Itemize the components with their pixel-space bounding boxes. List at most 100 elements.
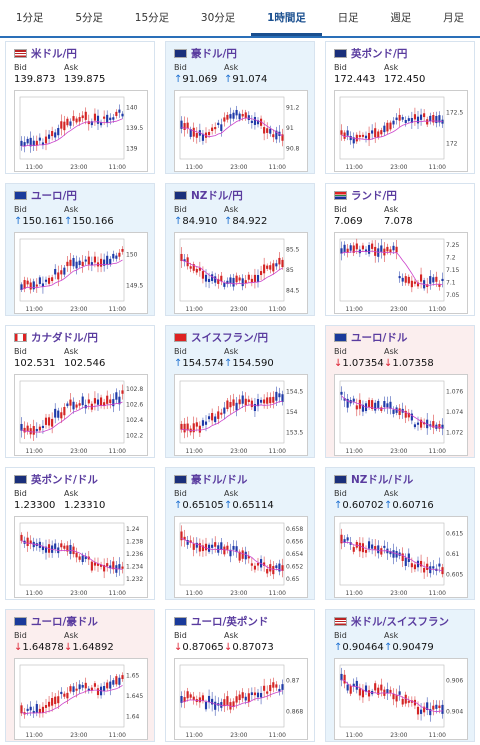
- chart-frame[interactable]: 172.5 172 11:00 23:00 11:00: [334, 90, 468, 172]
- pair-title[interactable]: スイスフラン/円: [174, 330, 268, 344]
- candle: [20, 705, 23, 714]
- rate-card[interactable]: カナダドル/円 Bid Ask 102.531 102.546 102.8 102…: [5, 325, 155, 458]
- candle: [183, 423, 186, 433]
- candle: [383, 545, 386, 548]
- pair-name[interactable]: スイスフラン/円: [191, 331, 269, 344]
- rate-card[interactable]: NZドル/ドル Bid Ask ↑0.60702 ↑0.60716 0.615 0…: [325, 467, 475, 600]
- candle: [349, 135, 352, 141]
- candle: [201, 545, 205, 552]
- pair-title[interactable]: ユーロ/豪ドル: [14, 614, 98, 628]
- pair-title[interactable]: 英ポンド/ドル: [14, 472, 98, 486]
- pair-name[interactable]: 豪ドル/ドル: [191, 473, 248, 486]
- pair-name[interactable]: 豪ドル/円: [191, 47, 237, 60]
- candle: [211, 544, 214, 548]
- candle: [99, 122, 103, 126]
- candle: [263, 127, 266, 134]
- chart-frame[interactable]: 1.65 1.645 1.64 11:00 23:00 11:00: [14, 658, 148, 740]
- rate-card[interactable]: ユーロ/英ポンド Bid Ask ↓0.87065 ↓0.87073 0.87 0…: [165, 609, 315, 742]
- pair-title[interactable]: ユーロ/英ポンド: [174, 614, 268, 628]
- pair-name[interactable]: ユーロ/豪ドル: [31, 615, 98, 628]
- candle: [93, 256, 97, 263]
- candle: [109, 399, 112, 404]
- pair-name[interactable]: 米ドル/円: [31, 47, 77, 60]
- pair-name[interactable]: ユーロ/英ポンド: [191, 615, 269, 628]
- pair-name[interactable]: カナダドル/円: [31, 331, 98, 344]
- pair-title[interactable]: 豪ドル/円: [174, 46, 237, 60]
- pair-title[interactable]: ユーロ/円: [14, 188, 77, 202]
- tab-6[interactable]: 週足: [390, 12, 412, 24]
- candle: [217, 411, 220, 419]
- pair-title[interactable]: NZドル/円: [174, 188, 243, 202]
- pair-name[interactable]: 米ドル/スイスフラン: [351, 615, 450, 628]
- tab-2[interactable]: 15分足: [134, 12, 170, 24]
- rate-card[interactable]: 英ポンド/ドル Bid Ask 1.23300 1.23310 1.24 1.23…: [5, 467, 155, 600]
- candle: [29, 137, 32, 147]
- candle: [192, 543, 195, 550]
- chart-frame[interactable]: 85.5 85 84.5 11:00 23:00 11:00: [174, 232, 308, 314]
- pair-name[interactable]: ユーロ/円: [31, 189, 77, 202]
- pair-title[interactable]: ランド/円: [334, 188, 397, 202]
- candle: [118, 109, 121, 113]
- pair-title[interactable]: 米ドル/スイスフラン: [334, 614, 449, 628]
- candle: [364, 549, 368, 553]
- chart-frame[interactable]: 0.658 0.656 0.654 0.652 0.65 11:00 23:00 11:00: [174, 516, 308, 598]
- rate-card[interactable]: 米ドル/スイスフラン Bid Ask ↑0.90464 ↑0.90479 0.9…: [325, 609, 475, 742]
- tab-5[interactable]: 日足: [337, 12, 359, 24]
- pair-title[interactable]: ユーロ/ドル: [334, 330, 407, 344]
- chart-frame[interactable]: 1.24 1.238 1.236 1.234 1.232 11:00 23:00 11:00: [14, 516, 148, 598]
- candle: [346, 537, 349, 541]
- rate-card[interactable]: ユーロ/ドル Bid Ask ↓1.07354 ↓1.07358 1.076 1.…: [325, 325, 475, 458]
- pair-name[interactable]: ユーロ/ドル: [351, 331, 408, 344]
- candle: [432, 277, 435, 283]
- tab-1[interactable]: 5分足: [75, 12, 104, 24]
- rate-card[interactable]: 米ドル/円 Bid Ask 139.873 139.875 140 139.5 13…: [5, 41, 155, 174]
- chart-frame[interactable]: 7.25 7.2 7.15 7.1 7.05 11:00 23:00 11:00: [334, 232, 468, 314]
- rate-card[interactable]: 豪ドル/円 Bid Ask ↑91.069 ↑91.074 91.2 91 90.8…: [165, 41, 315, 174]
- tab-3[interactable]: 30分足: [200, 12, 236, 24]
- chart-frame[interactable]: 150 149.5 11:00 23:00 11:00: [14, 232, 148, 314]
- chart-frame[interactable]: 140 139.5 139 11:00 23:00 11:00: [14, 90, 148, 172]
- ask-value: 172.450: [384, 74, 426, 85]
- pair-name[interactable]: 英ポンド/ドル: [31, 473, 98, 486]
- tab-7[interactable]: 月足: [443, 12, 465, 24]
- rate-card[interactable]: スイスフラン/円 Bid Ask ↑154.574 ↑154.590 154.5…: [165, 325, 315, 458]
- chart-frame[interactable]: 154.5 154 153.5 11:00 23:00 11:00: [174, 374, 308, 456]
- chart-frame[interactable]: 1.076 1.074 1.072 11:00 23:00 11:00: [334, 374, 468, 456]
- tab-0[interactable]: 1分足: [15, 12, 44, 24]
- chart-frame[interactable]: 91.2 91 90.8 11:00 23:00 11:00: [174, 90, 308, 172]
- pair-title[interactable]: 豪ドル/ドル: [174, 472, 247, 486]
- pair-name[interactable]: 英ポンド/円: [351, 47, 408, 60]
- pair-name[interactable]: ランド/円: [351, 189, 397, 202]
- pair-name[interactable]: NZドル/円: [191, 189, 243, 202]
- candle: [192, 696, 195, 700]
- candle: [60, 543, 63, 548]
- candle: [57, 410, 60, 418]
- x-tick-label: 11:00: [429, 306, 446, 313]
- pair-title[interactable]: 米ドル/円: [14, 46, 77, 60]
- candle: [207, 278, 211, 283]
- candle: [63, 406, 66, 416]
- rate-card[interactable]: 英ポンド/円 Bid Ask 172.443 172.450 172.5 172 1…: [325, 41, 475, 174]
- x-tick-label: 11:00: [25, 590, 42, 597]
- tab-4[interactable]: 1時間足: [251, 0, 322, 36]
- rate-card[interactable]: ランド/円 Bid Ask 7.069 7.078 7.25 7.2 7.15 7.1…: [325, 183, 475, 316]
- rate-card[interactable]: ユーロ/円 Bid Ask ↑150.161 ↑150.166 150 149.5…: [5, 183, 155, 316]
- pair-title[interactable]: NZドル/ドル: [334, 472, 413, 486]
- chart-frame[interactable]: 0.615 0.61 0.605 11:00 23:00 11:00: [334, 516, 468, 598]
- y-tick-label: 1.232: [126, 576, 143, 583]
- ask-direction-icon: ↑: [224, 358, 233, 369]
- chart-frame[interactable]: 102.8 102.6 102.4 102.2 11:00 23:00 11:00: [14, 374, 148, 456]
- candle: [371, 243, 374, 249]
- candle: [352, 245, 355, 253]
- candle: [180, 253, 183, 262]
- candle: [207, 695, 211, 703]
- pair-title[interactable]: 英ポンド/円: [334, 46, 407, 60]
- pair-title[interactable]: カナダドル/円: [14, 330, 98, 344]
- chart-frame[interactable]: 0.906 0.904 11:00 23:00 11:00: [334, 658, 468, 740]
- pair-name[interactable]: NZドル/ドル: [351, 473, 414, 486]
- rate-card[interactable]: ユーロ/豪ドル Bid Ask ↓1.64878 ↓1.64892 1.65 1.…: [5, 609, 155, 742]
- candle: [121, 390, 124, 394]
- rate-card[interactable]: 豪ドル/ドル Bid Ask ↑0.65105 ↑0.65114 0.658 0.…: [165, 467, 315, 600]
- chart-frame[interactable]: 0.87 0.868 11:00 23:00 11:00: [174, 658, 308, 740]
- rate-card[interactable]: NZドル/円 Bid Ask ↑84.910 ↑84.922 85.5 85 84.…: [165, 183, 315, 316]
